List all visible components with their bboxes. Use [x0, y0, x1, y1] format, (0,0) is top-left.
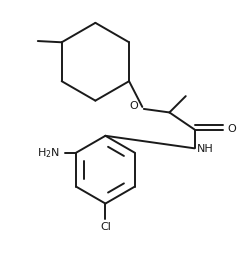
Text: O: O: [226, 123, 235, 134]
Text: H$_2$N: H$_2$N: [37, 146, 60, 160]
Text: NH: NH: [196, 144, 213, 154]
Text: O: O: [129, 101, 138, 111]
Text: Cl: Cl: [100, 222, 110, 232]
